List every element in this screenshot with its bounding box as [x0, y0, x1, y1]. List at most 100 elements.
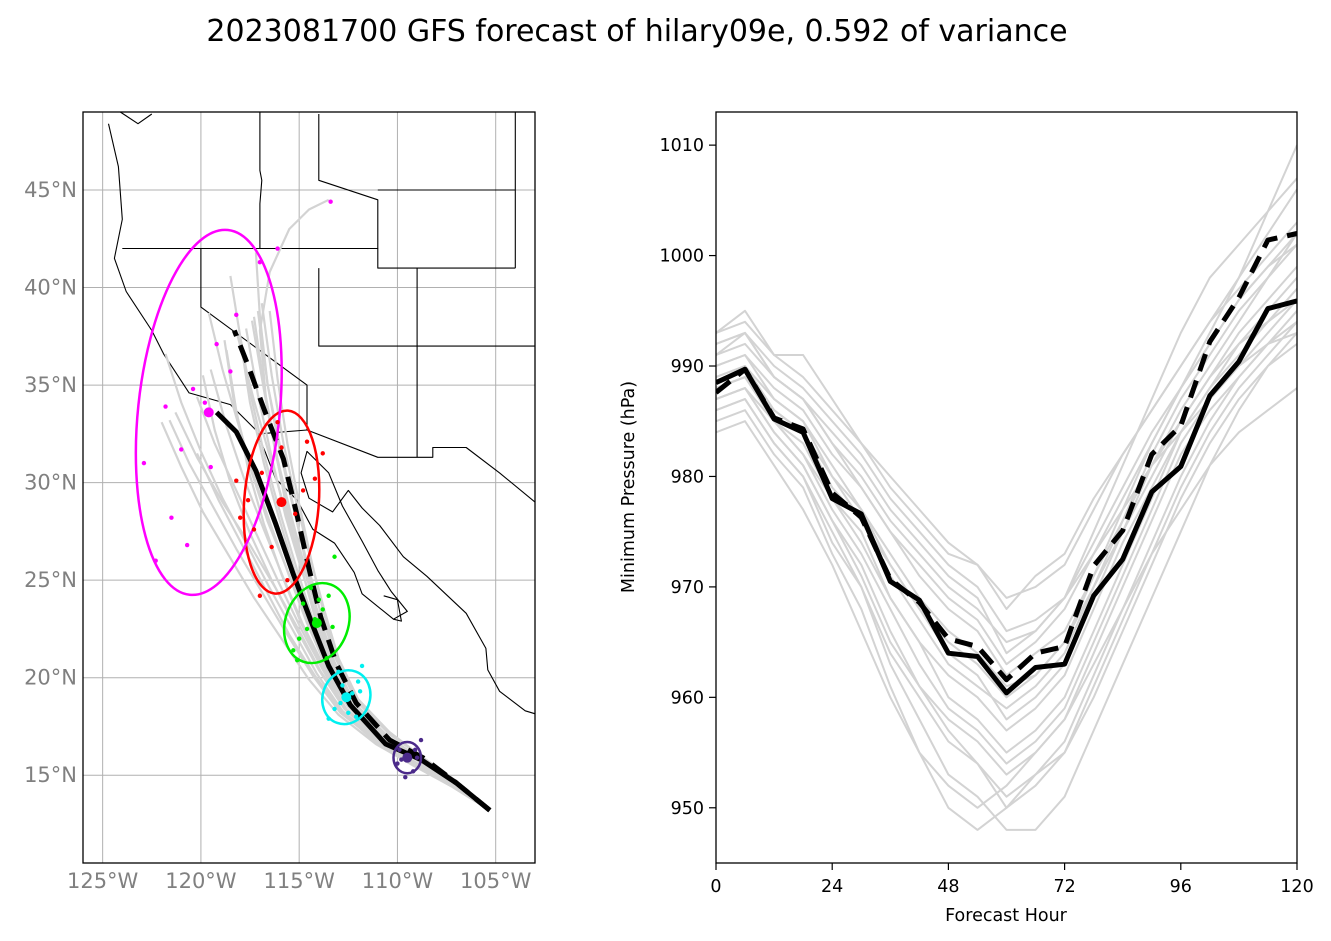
member-position-point	[234, 478, 239, 483]
pressure-y-tick-label: 980	[671, 467, 704, 487]
track-map-panel: 125°W 120°W 115°W 110°W 105°W 15°N 20°N 25°N 30…	[24, 111, 536, 893]
pressure-ensemble-line	[716, 299, 1297, 688]
map-frame	[82, 111, 536, 864]
uncertainty-ellipse	[134, 228, 283, 597]
member-position-point	[190, 386, 196, 392]
map-x-tick-label: 125°W	[67, 869, 139, 893]
uncertainty-ellipse	[282, 581, 351, 665]
member-position-point	[291, 648, 296, 653]
member-position-point	[295, 657, 300, 663]
member-position-point	[245, 497, 251, 503]
mean-position-point	[203, 407, 214, 418]
pressure-x-tick-label: 0	[710, 877, 721, 897]
member-position-point	[169, 515, 174, 520]
mean-position-point	[341, 692, 352, 703]
coastline-segment	[318, 114, 379, 249]
member-position-point	[332, 554, 337, 559]
pressure-y-axis-label: Minimum Pressure (hPa)	[619, 381, 639, 593]
member-position-point	[285, 577, 290, 583]
pressure-x-tick-label: 120	[1280, 877, 1313, 897]
pressure-y-tick-label: 990	[671, 357, 704, 377]
mean-position-point	[311, 618, 322, 629]
member-position-point	[418, 737, 424, 743]
forecast-track-dashed	[231, 329, 492, 813]
map-gridlines	[83, 112, 535, 863]
map-x-tick-label: 105°W	[460, 869, 532, 893]
member-position-point	[275, 246, 280, 251]
member-position-point	[259, 470, 265, 476]
member-position-point	[350, 691, 355, 696]
pressure-ensemble-lines	[716, 144, 1297, 831]
map-y-tick-label: 20°N	[24, 666, 77, 690]
pressure-x-ticks: 0 24 48 72 96 120	[710, 863, 1314, 897]
member-position-point	[257, 593, 263, 598]
coastline-segment	[200, 248, 535, 503]
member-position-point	[214, 341, 219, 347]
member-position-point	[257, 260, 263, 265]
pressure-plot-frame	[715, 111, 1298, 864]
member-position-point	[300, 601, 306, 606]
pressure-y-tick-label: 950	[671, 799, 704, 819]
member-position-point	[296, 636, 302, 641]
ensemble-track	[164, 353, 491, 812]
pressure-panel: 0 24 48 72 96 120 950 960 970 980 990 1000 1010 For…	[619, 111, 1314, 926]
pressure-x-tick-label: 72	[1053, 877, 1075, 897]
uncertainty-ellipse	[242, 409, 321, 595]
map-y-tick-label: 25°N	[24, 568, 77, 592]
mean-position-point	[402, 752, 413, 763]
coastline-segment	[318, 268, 535, 347]
map-x-tick-label: 120°W	[165, 869, 237, 893]
member-position-point	[300, 488, 306, 493]
member-position-point	[153, 558, 158, 563]
coastline-segment	[119, 112, 153, 125]
member-position-point	[275, 419, 280, 425]
map-y-tick-label: 40°N	[24, 276, 77, 300]
member-position-point	[330, 624, 335, 630]
mean-position-point	[276, 497, 287, 508]
main-tracks	[214, 329, 492, 813]
member-position-point	[357, 689, 363, 694]
pressure-y-tick-label: 970	[671, 578, 704, 598]
pressure-ensemble-line	[716, 232, 1297, 721]
ensemble-track	[268, 310, 491, 812]
pressure-ensemble-line	[716, 221, 1297, 599]
member-position-point	[251, 527, 257, 532]
pressure-ensemble-line	[716, 321, 1297, 809]
member-position-point	[346, 710, 351, 715]
pressure-y-tick-label: 1000	[659, 247, 704, 267]
member-position-point	[202, 400, 208, 405]
pressure-ensemble-line	[716, 177, 1297, 644]
member-position-point	[355, 679, 361, 684]
coastline-segment	[122, 247, 516, 269]
member-position-point	[326, 593, 331, 598]
pressure-ensemble-line	[716, 332, 1297, 831]
member-position-point	[312, 476, 318, 481]
member-position-point	[410, 769, 416, 774]
member-position-point	[412, 747, 418, 753]
member-position-point	[397, 747, 402, 753]
member-position-point	[234, 312, 239, 318]
ensemble-track	[207, 312, 491, 812]
uncertainty-ellipses	[134, 228, 423, 775]
member-position-point	[184, 542, 190, 548]
member-position-point	[308, 585, 314, 591]
mean-track-solid	[214, 410, 492, 813]
member-position-point	[293, 511, 298, 517]
map-y-tick-label: 45°N	[24, 178, 77, 202]
member-position-point	[353, 714, 359, 719]
pressure-x-tick-label: 48	[937, 877, 959, 897]
member-position-point	[320, 607, 325, 612]
pressure-x-axis-label: Forecast Hour	[945, 906, 1068, 926]
member-position-point	[179, 447, 184, 452]
uncertainty-ellipse	[321, 669, 372, 726]
coastline-segment	[383, 595, 402, 622]
member-position-point	[395, 761, 400, 766]
map-y-tick-label: 30°N	[24, 471, 77, 495]
map-x-tick-label: 110°W	[362, 869, 434, 893]
map-y-tick-label: 35°N	[24, 373, 77, 397]
member-position-point	[359, 663, 365, 669]
map-y-tick-label: 15°N	[24, 763, 77, 787]
member-position-point	[332, 706, 337, 712]
member-position-point	[328, 199, 333, 204]
